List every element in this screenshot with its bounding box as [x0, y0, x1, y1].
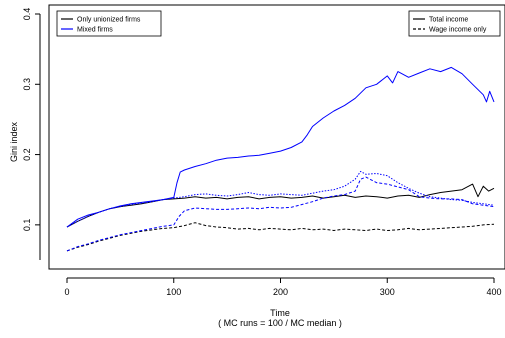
y-axis-title: Gini index: [9, 121, 19, 162]
series-line-3: [66, 66, 495, 228]
y-axis-ticks: 0.1 0.2 0.3 0.4: [22, 8, 40, 231]
y-tick-label: 0.4: [22, 8, 32, 21]
y-tick-label: 0.3: [22, 78, 32, 91]
x-tick-label: 400: [486, 287, 501, 297]
legend-wage-income-label: Wage income only: [429, 27, 487, 34]
series-line-1: [66, 183, 495, 228]
x-axis-ticks: 0 100 200 300 400: [64, 278, 502, 297]
legend-mixed-label: Mixed firms: [77, 27, 113, 34]
x-tick-label: 200: [273, 287, 288, 297]
legend-left-box: [56, 10, 162, 37]
series-line-4: [66, 176, 495, 252]
x-tick-label: 100: [166, 287, 181, 297]
x-tick-label: 0: [64, 287, 69, 297]
plot-frame: [48, 4, 505, 270]
y-tick-label: 0.1: [22, 219, 32, 232]
y-tick-label: 0.2: [22, 148, 32, 161]
legend-right-box: [408, 10, 501, 37]
series-layer: [66, 66, 495, 252]
x-axis-title: Time: [270, 308, 290, 318]
legend-left: Only unionized firms Mixed firms: [56, 10, 162, 37]
legend-right: Total income Wage income only: [408, 10, 501, 37]
x-axis-subtitle: ( MC runs = 100 / MC median ): [218, 318, 342, 328]
legend-total-income-label: Total income: [429, 17, 468, 24]
x-tick-label: 300: [380, 287, 395, 297]
series-line-2: [66, 222, 495, 252]
legend-unionized-label: Only unionized firms: [77, 17, 141, 24]
series-line-5: [66, 170, 495, 228]
